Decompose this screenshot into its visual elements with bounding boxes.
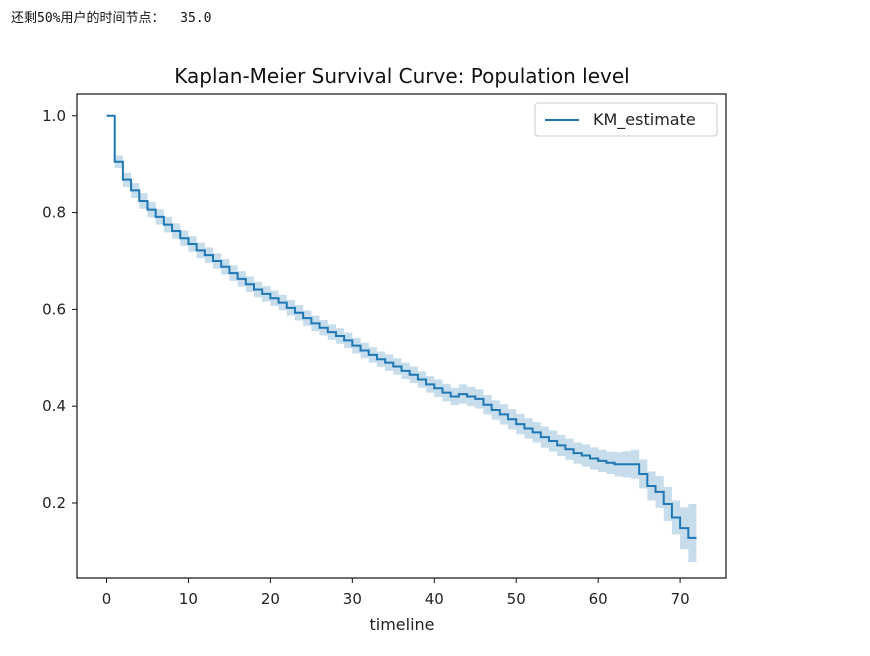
y-tick-label: 1.0 xyxy=(42,107,66,125)
cell-output-line: 还剩50%用户的时间节点： 35.0 xyxy=(11,7,211,26)
legend-label: KM_estimate xyxy=(593,110,696,130)
x-tick-label: 10 xyxy=(179,590,198,608)
x-tick-label: 50 xyxy=(507,590,526,608)
output-label: 还剩50%用户的时间节点： xyxy=(11,11,165,26)
legend: KM_estimate xyxy=(534,102,718,137)
x-tick-label: 60 xyxy=(589,590,608,608)
x-tick-label: 40 xyxy=(425,590,444,608)
x-tick-label: 0 xyxy=(102,590,112,608)
x-tick-label: 20 xyxy=(261,590,280,608)
survival-line xyxy=(106,114,697,539)
plot-frame xyxy=(76,93,727,579)
y-tick-label: 0.8 xyxy=(42,204,66,222)
y-tick-label: 0.2 xyxy=(42,494,66,512)
confidence-band-layer xyxy=(106,115,697,563)
x-tick-label: 70 xyxy=(671,590,690,608)
x-axis-ticks: 0 10 20 30 40 50 60 70 xyxy=(102,578,690,608)
chart-title: Kaplan-Meier Survival Curve: Population … xyxy=(174,64,630,88)
y-axis-ticks: 0.2 0.4 0.6 0.8 1.0 xyxy=(42,107,77,512)
survival-line-layer xyxy=(106,114,697,539)
legend-box xyxy=(534,102,718,137)
x-tick-label: 30 xyxy=(343,590,362,608)
confidence-band xyxy=(106,115,697,563)
y-tick-label: 0.4 xyxy=(42,397,66,415)
output-value: 35.0 xyxy=(180,11,212,26)
y-tick-label: 0.6 xyxy=(42,300,66,318)
x-axis-title: timeline xyxy=(369,615,434,634)
